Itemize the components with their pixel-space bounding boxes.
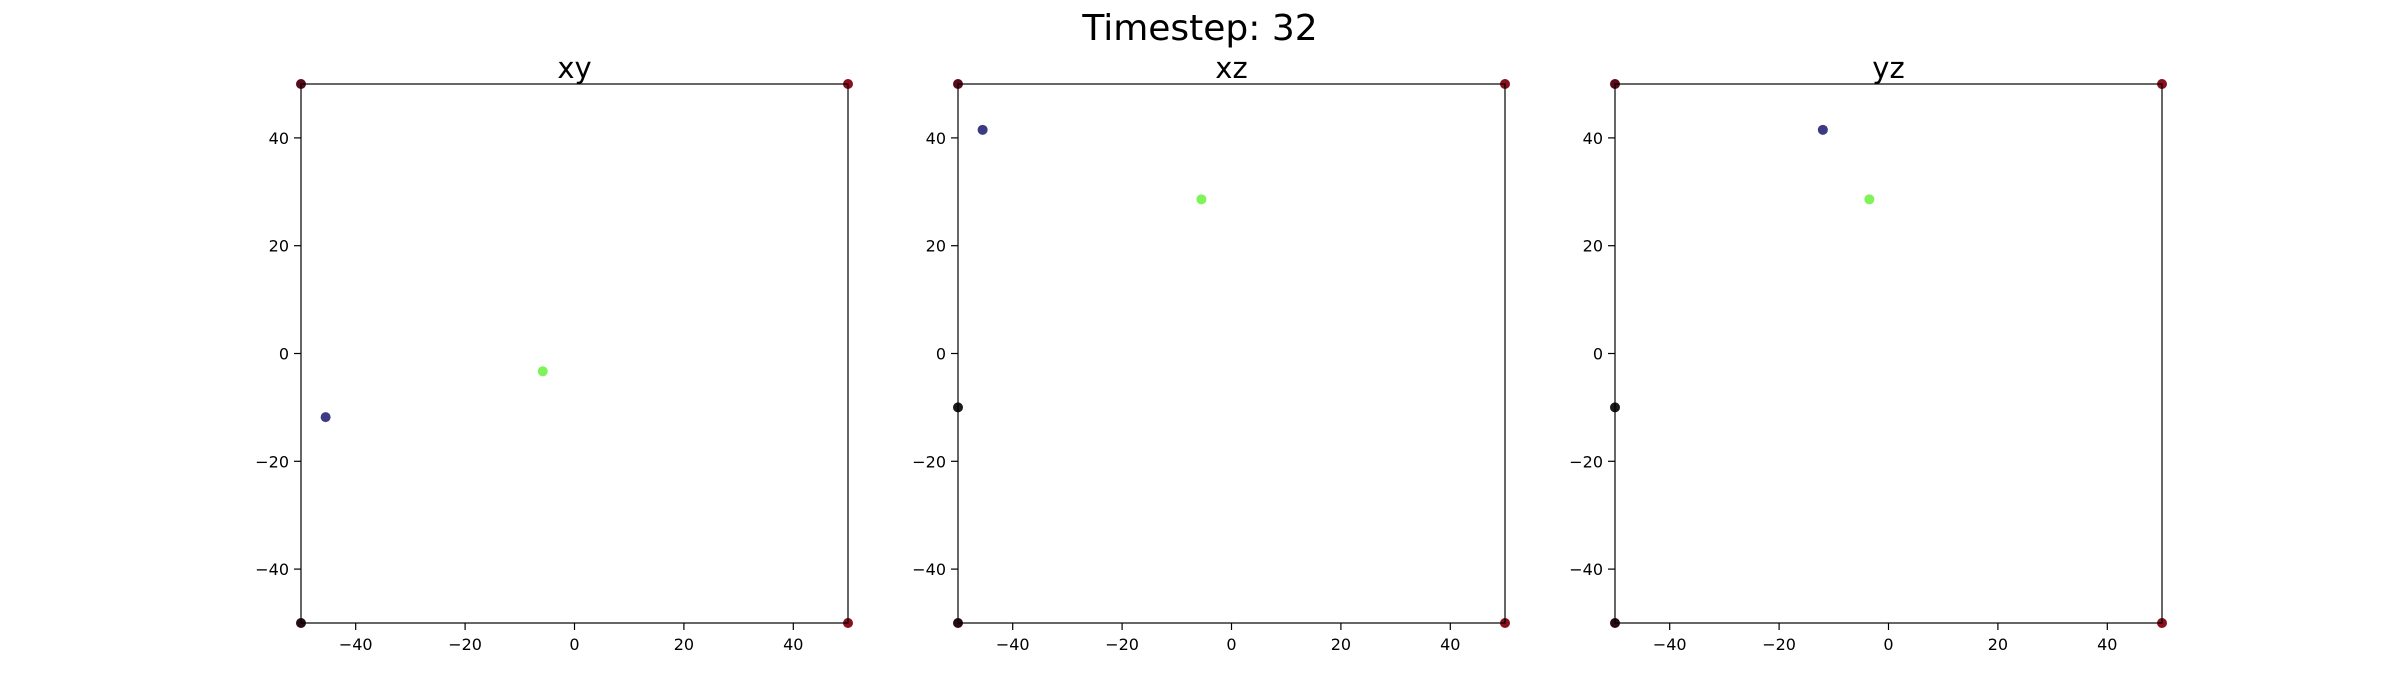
- axes-frame: [957, 83, 1506, 624]
- x-tick-label: 20: [1331, 635, 1351, 654]
- y-tick-label: −40: [1569, 560, 1603, 579]
- y-tick-label: −20: [1569, 452, 1603, 471]
- scatter-point: [1864, 194, 1875, 205]
- y-tick-label: 40: [269, 129, 289, 148]
- y-tick-label: 0: [279, 345, 289, 364]
- scatter-points: [1610, 79, 2167, 628]
- subplot-title: yz: [1872, 51, 1904, 85]
- scatter-point: [537, 366, 548, 377]
- y-tick-label: 0: [1593, 345, 1603, 364]
- x-tick-label: 20: [674, 635, 694, 654]
- subplot-yz: yz −40 −20 0 20 40 −40 −20 0 20 40: [1569, 51, 2167, 654]
- y-tick-label: 40: [1583, 129, 1603, 148]
- x-tick-label: 40: [783, 635, 803, 654]
- x-tick-label: 40: [1440, 635, 1460, 654]
- x-tick-label: −20: [1762, 635, 1796, 654]
- x-tick-label: 0: [1883, 635, 1893, 654]
- scatter-point: [320, 412, 331, 423]
- scatter-points: [953, 79, 1510, 628]
- subplot-title: xy: [557, 51, 591, 85]
- figure-suptitle: Timestep: 32: [1081, 8, 1317, 49]
- y-tick-label: 20: [926, 237, 946, 256]
- subplot-title: xz: [1215, 51, 1247, 85]
- y-tick-label: −40: [912, 560, 946, 579]
- subplot-xy: xy −40 −20 0 20 40 −40 −20 0 20 40: [255, 51, 853, 654]
- scatter-point: [977, 124, 988, 135]
- scatter-point: [1817, 124, 1828, 135]
- scatter-point: [1196, 194, 1207, 205]
- x-tick-label: −40: [996, 635, 1030, 654]
- axes-frame: [1614, 83, 2163, 624]
- y-tick-label: −20: [912, 452, 946, 471]
- x-tick-label: −20: [448, 635, 482, 654]
- axes-frame: [300, 83, 849, 624]
- x-tick-label: 20: [1988, 635, 2008, 654]
- scatter-points: [296, 79, 853, 628]
- x-tick-label: −20: [1105, 635, 1139, 654]
- x-tick-label: −40: [339, 635, 373, 654]
- x-tick-label: 40: [2097, 635, 2117, 654]
- y-tick-label: 20: [1583, 237, 1603, 256]
- y-tick-label: 20: [269, 237, 289, 256]
- subplot-xz: xz −40 −20 0 20 40 −40 −20 0 20 40: [912, 51, 1510, 654]
- y-tick-label: 40: [926, 129, 946, 148]
- y-tick-label: −20: [255, 452, 289, 471]
- y-tick-label: 0: [936, 345, 946, 364]
- x-tick-label: −40: [1653, 635, 1687, 654]
- x-tick-label: 0: [569, 635, 579, 654]
- x-tick-label: 0: [1226, 635, 1236, 654]
- y-tick-label: −40: [255, 560, 289, 579]
